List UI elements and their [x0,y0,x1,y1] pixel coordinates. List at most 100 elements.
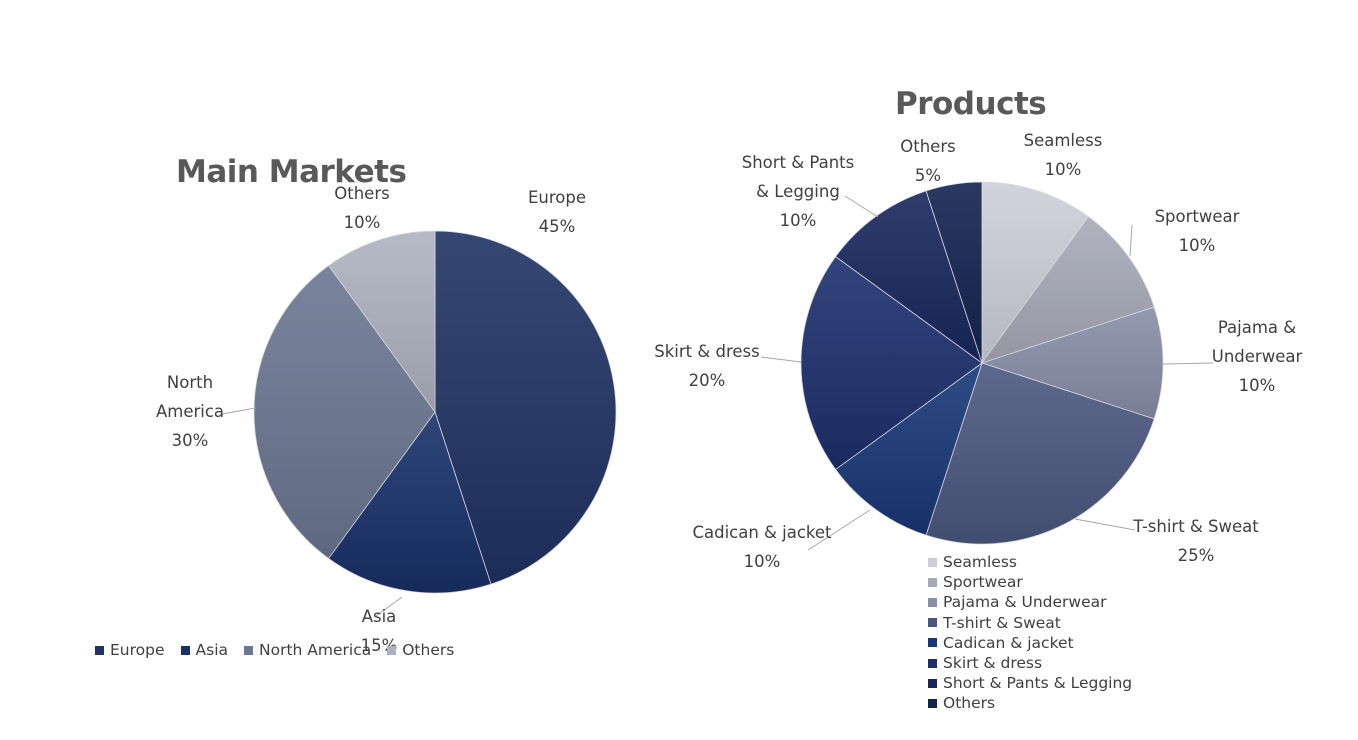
data-label-skirt-and-dress: Skirt & dress 20% [654,342,759,390]
legend-item-t-shirt-and-sweat: T-shirt & Sweat [928,613,1132,633]
data-label-line: 10% [1239,376,1276,395]
products-legend: Seamless Sportwear Pajama & Underwear T-shi… [928,552,1132,714]
legend-item-short-and-pants-and-legging: Short & Pants & Legging [928,673,1132,693]
legend-label: Asia [195,641,228,659]
slice-shade-t-shirt-and-sweat [926,363,1155,544]
legend-item-north-america: North America [244,641,371,659]
data-label-line: Cadican & jacket [692,523,832,542]
legend-item-others: Others [928,693,1132,713]
legend-label: Skirt & dress [943,654,1043,673]
slice-shade-others [926,182,982,363]
data-label-line: 20% [689,371,726,390]
products-pie: Seamless 10% Sportwear 10% Pajama & Underwear… [654,131,1302,571]
legend-item-skirt-and-dress: Skirt & dress [928,653,1132,673]
data-label-others: Others 5% [900,137,955,185]
data-label-cadican-and-jacket: Cadican & jacket 10% [692,523,832,571]
data-label-line: Short & Pants [742,153,854,172]
data-label-line: & Legging [756,182,840,201]
data-label-north-america: North America 30% [156,373,224,450]
legend-swatch [95,645,104,655]
legend-swatch [928,638,937,648]
data-label-line: 45% [539,217,576,236]
legend-swatch [928,597,937,607]
data-label-line: 10% [1179,236,1216,255]
data-label-line: 25% [1178,546,1215,565]
leader-line-north-america [221,407,257,415]
legend-label: Others [402,641,455,659]
leader-line-cadican-and-jacket [807,509,871,551]
legend-item-sportwear: Sportwear [928,572,1132,592]
slice-shade-pajama-and-underwear [982,307,1163,419]
main-markets-legend: Europe Asia North America Others [95,641,470,659]
data-label-seamless: Seamless 10% [1024,131,1103,179]
data-label-europe: Europe 45% [528,188,586,236]
leader-line-t-shirt-and-sweat [1074,518,1136,531]
data-label-t-shirt-and-sweat: T-shirt & Sweat 25% [1132,517,1259,565]
legend-swatch [387,645,397,655]
data-label-line: Skirt & dress [654,342,759,361]
legend-swatch [928,618,937,628]
slice-shade-europe [435,231,616,585]
legend-item-seamless: Seamless [928,552,1132,572]
slice-shade-asia [328,412,491,593]
data-label-line: Europe [528,188,586,207]
legend-label: Seamless [943,553,1017,572]
slice-shade-skirt-and-dress [801,256,982,470]
data-label-line: 30% [172,431,209,450]
legend-swatch [928,577,937,587]
data-label-line: America [156,402,224,421]
data-label-sportwear: Sportwear 10% [1155,207,1240,255]
slice-shade-others [328,231,435,412]
data-label-line: Asia [362,607,397,626]
slice-shade-cadican-and-jacket [835,363,982,536]
legend-swatch [244,645,253,655]
slice-shade-north-america [254,265,435,559]
legend-label: Sportwear [943,573,1023,592]
leader-line-pajama-and-underwear [1162,362,1214,365]
legend-label: Short & Pants & Legging [943,674,1133,693]
legend-label: Europe [110,641,165,659]
legend-label: North America [259,641,372,659]
data-label-line: 5% [915,166,941,185]
data-label-short-and-pants-and-legging: Short & Pants & Legging 10% [742,153,854,230]
data-label-line: Sportwear [1155,207,1240,226]
leader-line-skirt-and-dress [760,356,802,363]
legend-swatch [928,678,937,688]
legend-item-cadican-and-jacket: Cadican & jacket [928,633,1132,653]
legend-label: Others [943,694,996,713]
leader-line-asia [375,596,403,617]
legend-label: Cadican & jacket [943,633,1074,652]
main-markets-title: Main Markets [176,154,407,190]
legend-swatch [180,645,190,655]
legend-item-others: Others [387,641,454,659]
leader-line-sportwear [1129,224,1133,257]
slice-shade-seamless [982,182,1089,363]
data-label-line: 10% [1045,160,1082,179]
data-label-line: 10% [780,211,817,230]
legend-label: T-shirt & Sweat [943,613,1061,632]
data-label-line: Underwear [1212,347,1303,366]
legend-swatch [928,557,937,567]
data-label-line: Pajama & [1218,318,1296,337]
data-label-line: 10% [744,552,781,571]
data-label-line: Seamless [1024,131,1103,150]
main-markets-pie: Europe 45%Asia 15%North America 30%Others 10% [156,184,617,655]
data-label-line: 10% [344,213,381,232]
legend-label: Pajama & Underwear [943,593,1107,612]
legend-item-asia: Asia [180,641,228,659]
slice-shade-short-and-pants-and-legging [835,190,982,363]
data-label-pajama-and-underwear: Pajama & Underwear 10% [1212,318,1303,395]
legend-item-europe: Europe [95,641,165,659]
legend-item-pajama-and-underwear: Pajama & Underwear [928,592,1132,612]
legend-swatch [928,698,937,708]
data-label-line: Others [900,137,955,156]
data-label-line: T-shirt & Sweat [1132,517,1259,536]
products-title: Products [895,86,1047,122]
data-label-line: Others [334,184,389,203]
data-label-others: Others 10% [334,184,389,232]
slice-shade-sportwear [982,216,1155,363]
leader-line-short-and-pants-and-legging [844,195,879,218]
legend-swatch [928,658,937,668]
